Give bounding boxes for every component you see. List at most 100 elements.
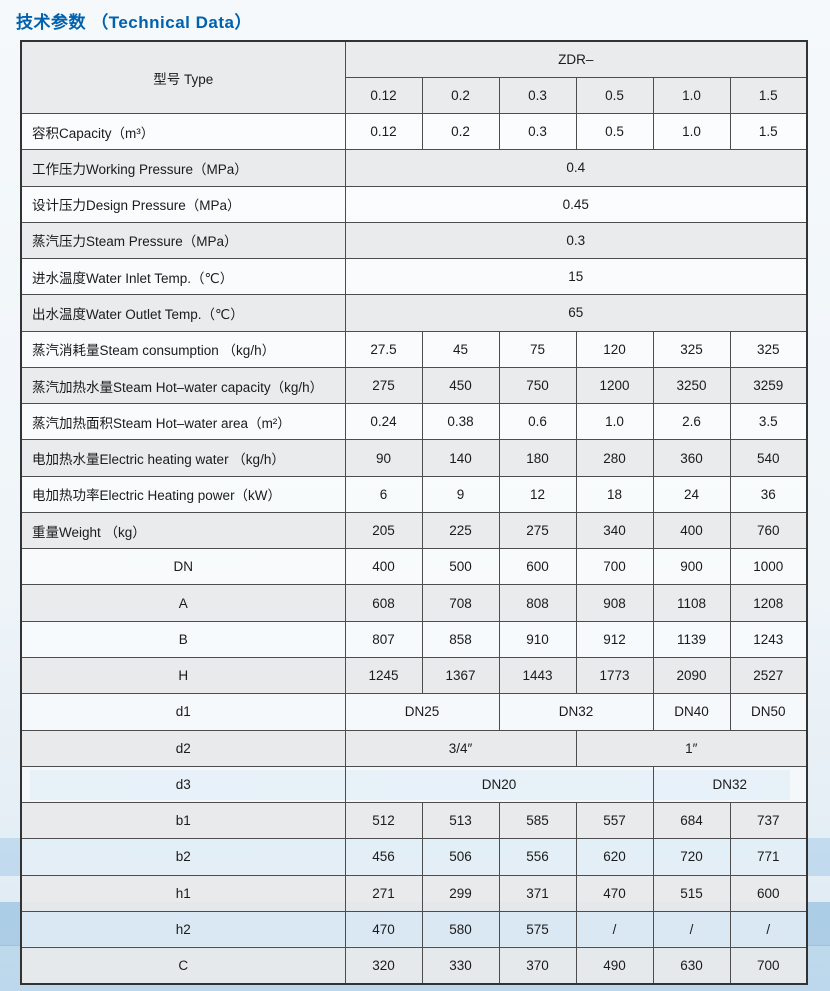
- value-cell: 275: [498, 511, 577, 550]
- row-label: 蒸汽消耗量Steam consumption （kg/h）: [20, 330, 346, 368]
- value-cell: 0.24: [344, 403, 423, 441]
- table-row: 进水温度Water Inlet Temp.（℃） 15: [20, 258, 808, 296]
- value-cell: 1139: [652, 620, 731, 659]
- row-label: 电加热功率Electric Heating power（kW）: [20, 475, 346, 513]
- value-cell: 1.0: [575, 403, 654, 441]
- table-row: b2 456 506 556 620 720 771: [20, 838, 808, 876]
- value-cell: 720: [652, 838, 731, 876]
- value-cell: 575: [498, 910, 577, 949]
- technical-data-table: 型号 Type ZDR– 0.12 0.2 0.3 0.5 1.0 1.5 容积Capacity…: [20, 40, 809, 985]
- row-label: h1: [20, 874, 346, 912]
- value-cell: 600: [498, 548, 577, 586]
- table-row: C 320 330 370 490 630 700: [20, 947, 808, 985]
- value-cell: 18: [575, 475, 654, 513]
- value-cell: 3/4″: [344, 729, 577, 767]
- value-cell: 771: [729, 838, 808, 876]
- value-cell: 271: [344, 874, 423, 912]
- table-row: 设计压力Design Pressure（MPa） 0.45: [20, 185, 808, 223]
- series-header-cell: ZDR–: [344, 40, 808, 78]
- value-cell: 90: [344, 439, 423, 477]
- value-cell: 6: [344, 475, 423, 513]
- value-cell: 120: [575, 330, 654, 368]
- value-cell: 2090: [652, 657, 731, 695]
- value-cell: 470: [344, 910, 423, 949]
- value-cell: 608: [344, 584, 423, 622]
- value-cell: 620: [575, 838, 654, 876]
- row-label: A: [20, 584, 346, 622]
- value-cell: 330: [421, 947, 500, 985]
- table-row: 蒸汽加热水量Steam Hot–water capacity（kg/h） 275 4…: [20, 366, 808, 405]
- table-row: 蒸汽消耗量Steam consumption （kg/h） 27.5 45 75 120…: [20, 330, 808, 368]
- model-header-cell: 1.5: [729, 76, 808, 115]
- table-row: DN 400 500 600 700 900 1000: [20, 548, 808, 586]
- value-cell: 910: [498, 620, 577, 659]
- value-cell: 750: [498, 366, 577, 405]
- value-cell: 585: [498, 802, 577, 840]
- value-cell: 3259: [729, 366, 808, 405]
- row-label: 蒸汽加热水量Steam Hot–water capacity（kg/h）: [20, 366, 346, 405]
- value-cell: 12: [498, 475, 577, 513]
- value-cell: 0.6: [498, 403, 577, 441]
- table-row: A 608 708 808 908 1108 1208: [20, 584, 808, 622]
- value-cell: 912: [575, 620, 654, 659]
- value-cell: 75: [498, 330, 577, 368]
- value-cell: 1000: [729, 548, 808, 586]
- value-cell: 0.5: [575, 113, 654, 151]
- row-label: d3: [20, 765, 346, 804]
- value-cell: 506: [421, 838, 500, 876]
- value-cell: 1″: [575, 729, 808, 767]
- value-cell: 456: [344, 838, 423, 876]
- row-label: 容积Capacity（m³）: [20, 113, 346, 151]
- value-cell: 1.0: [652, 113, 731, 151]
- value-cell: 807: [344, 620, 423, 659]
- table-row: 电加热水量Electric heating water （kg/h） 90 140 1…: [20, 439, 808, 477]
- value-cell: 0.3: [344, 221, 808, 260]
- value-cell: 0.38: [421, 403, 500, 441]
- row-label: 设计压力Design Pressure（MPa）: [20, 185, 346, 223]
- table-row: d2 3/4″ 1″: [20, 729, 808, 767]
- value-cell: /: [729, 910, 808, 949]
- value-cell: 0.4: [344, 149, 808, 187]
- table-row: 工作压力Working Pressure（MPa） 0.4: [20, 149, 808, 187]
- value-cell: 700: [575, 548, 654, 586]
- value-cell: 36: [729, 475, 808, 513]
- value-cell: 2.6: [652, 403, 731, 441]
- value-cell: 0.3: [498, 113, 577, 151]
- value-cell: 450: [421, 366, 500, 405]
- row-label: 蒸汽加热面积Steam Hot–water area（m²）: [20, 403, 346, 441]
- row-label: 电加热水量Electric heating water （kg/h）: [20, 439, 346, 477]
- value-cell: 540: [729, 439, 808, 477]
- value-cell: 280: [575, 439, 654, 477]
- model-header-cell: 0.3: [498, 76, 577, 115]
- value-cell: 1.5: [729, 113, 808, 151]
- value-cell: 1108: [652, 584, 731, 622]
- row-label: B: [20, 620, 346, 659]
- table-row: 重量Weight （kg） 205 225 275 340 400 760: [20, 511, 808, 550]
- value-cell: 513: [421, 802, 500, 840]
- value-cell: 556: [498, 838, 577, 876]
- value-cell: 0.12: [344, 113, 423, 151]
- page-title: 技术参数 （Technical Data）: [16, 13, 252, 32]
- row-label: H: [20, 657, 346, 695]
- value-cell: 1773: [575, 657, 654, 695]
- row-label: 重量Weight （kg）: [20, 511, 346, 550]
- model-header-cell: 0.12: [344, 76, 423, 115]
- value-cell: 737: [729, 802, 808, 840]
- value-cell: 858: [421, 620, 500, 659]
- value-cell: DN50: [729, 693, 808, 731]
- value-cell: /: [575, 910, 654, 949]
- row-label: 进水温度Water Inlet Temp.（℃）: [20, 258, 346, 296]
- value-cell: 1243: [729, 620, 808, 659]
- value-cell: 340: [575, 511, 654, 550]
- value-cell: 3.5: [729, 403, 808, 441]
- value-cell: 580: [421, 910, 500, 949]
- model-header-cell: 1.0: [652, 76, 731, 115]
- table-row: b1 512 513 585 557 684 737: [20, 802, 808, 840]
- table-row: h2 470 580 575// /: [20, 910, 808, 949]
- value-cell: 360: [652, 439, 731, 477]
- table-row: 电加热功率Electric Heating power（kW） 6 9 12 18 24 3…: [20, 475, 808, 513]
- value-cell: 9: [421, 475, 500, 513]
- model-header-cell: 0.5: [575, 76, 654, 115]
- value-cell: 0.2: [421, 113, 500, 151]
- value-cell: 470: [575, 874, 654, 912]
